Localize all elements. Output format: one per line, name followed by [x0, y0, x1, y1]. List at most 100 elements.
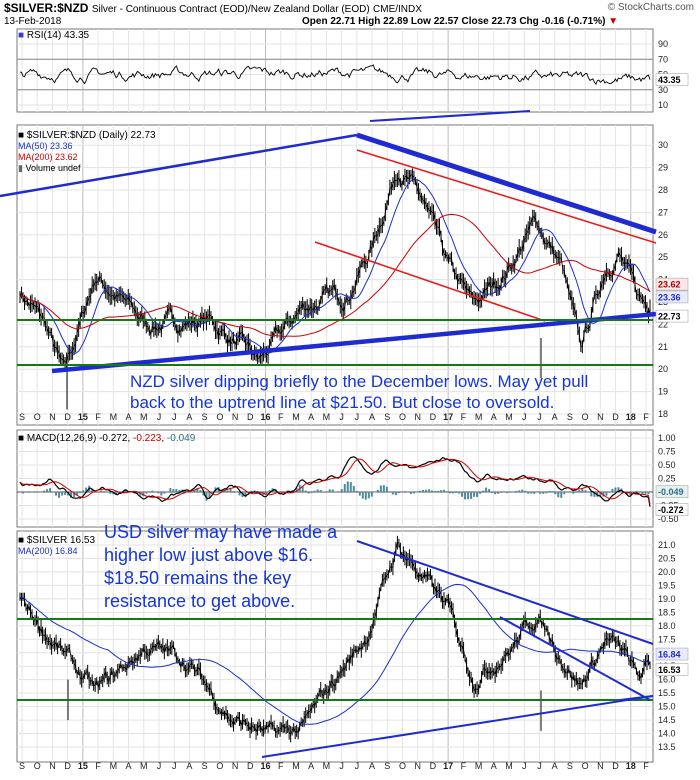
- month-tick-label: S: [19, 412, 25, 422]
- month-tick-label: J: [355, 412, 360, 422]
- usd-axis-tick-label: 20.5: [658, 553, 676, 563]
- symbol: $SILVER:$NZD: [4, 1, 89, 15]
- macd-axis-tick-label: 1.00: [658, 433, 676, 443]
- main-axis-tick-label: 19: [658, 387, 668, 397]
- rsi-label: RSI(14): [26, 30, 62, 41]
- macd-axis-tick-label: 0.75: [658, 447, 676, 457]
- month-tick-label: O: [216, 761, 223, 771]
- month-tick-label: N: [232, 412, 239, 422]
- month-tick-label: M: [110, 761, 118, 771]
- month-tick-label: F: [643, 412, 649, 422]
- usd-axis-tick-label: 20.0: [658, 567, 676, 577]
- usd-close-last-label-box: [655, 663, 689, 676]
- month-tick-label: D: [247, 761, 254, 771]
- month-tick-label: F: [278, 412, 284, 422]
- usd-price-icon: ■: [18, 535, 25, 546]
- month-tick-label: J: [172, 761, 177, 771]
- macd-icon: ■: [18, 433, 25, 444]
- month-tick-label: D: [612, 412, 619, 422]
- month-tick-label: S: [384, 761, 390, 771]
- rsi-legend: ■ RSI(14) 43.35: [18, 30, 89, 41]
- ma50-legend: MA(50) 23.36: [18, 141, 73, 151]
- month-tick-label: N: [49, 761, 56, 771]
- nzd-close-last-label: 22.73: [658, 312, 681, 322]
- watermark: © StockCharts.com: [607, 2, 694, 13]
- month-tick-label: D: [64, 761, 71, 771]
- month-tick-label: 17: [443, 412, 453, 422]
- macd-hist-value: -0.049: [166, 433, 196, 444]
- month-tick-label: S: [202, 761, 208, 771]
- usd-axis-tick-label: 16.0: [658, 675, 676, 685]
- month-tick-label: M: [505, 412, 513, 422]
- rsi-icon: ■: [18, 30, 25, 41]
- month-tick-label: F: [95, 761, 101, 771]
- volume-icon: ▮: [18, 163, 23, 173]
- rsi-axis-tick-label: 10: [658, 100, 668, 110]
- month-tick-label: 18: [626, 761, 636, 771]
- usd-axis-tick-label: 19.0: [658, 594, 676, 604]
- ohlc-readout: Open 22.71 High 22.89 Low 22.57 Close 22…: [302, 16, 618, 27]
- month-tick-label: M: [475, 761, 483, 771]
- exchange: CME/INDX: [373, 4, 422, 15]
- month-tick-label: N: [232, 761, 239, 771]
- month-tick-label: 16: [261, 412, 271, 422]
- month-tick-label: O: [582, 412, 589, 422]
- chg-down-icon: ▼: [608, 16, 619, 27]
- month-tick-label: D: [430, 761, 437, 771]
- macd-hist-last-label: -0.049: [658, 487, 684, 497]
- usd-annotation: USD silver may have made a higher low ju…: [104, 522, 338, 611]
- usd-axis-tick-label: 19.5: [658, 580, 676, 590]
- rsi-line: [19, 64, 651, 85]
- month-tick-label: N: [414, 412, 421, 422]
- month-tick-label: S: [567, 761, 573, 771]
- month-tick-label: F: [95, 412, 101, 422]
- month-tick-label: A: [308, 412, 314, 422]
- month-tick-label: J: [537, 761, 542, 771]
- month-tick-label: N: [49, 412, 56, 422]
- rsi-last-label-box: [655, 73, 689, 86]
- grid-layer: [17, 29, 653, 762]
- nzd-annotation: NZD silver dipping briefly to the Decemb…: [130, 372, 589, 412]
- month-tick-label: A: [552, 412, 558, 422]
- usd-axis-tick-label: 14.0: [658, 729, 676, 739]
- month-tick-label: J: [339, 412, 344, 422]
- main-axis-tick-label: 28: [658, 185, 668, 195]
- month-tick-label: J: [355, 761, 360, 771]
- usd-axis-tick-label: 17.5: [658, 634, 676, 644]
- rsi-last-label: 43.35: [658, 75, 681, 85]
- ma200-legend: MA(200) 23.62: [18, 152, 78, 162]
- main-axis-tick-label: 21: [658, 342, 668, 352]
- main-axis-tick-label: 26: [658, 230, 668, 240]
- month-tick-label: M: [140, 761, 148, 771]
- main-axis-tick-label: 27: [658, 207, 668, 217]
- main-axis-tick-label: 30: [658, 140, 668, 150]
- month-tick-label: S: [384, 412, 390, 422]
- month-tick-label: O: [34, 761, 41, 771]
- month-tick-label: O: [34, 412, 41, 422]
- month-tick-label: F: [278, 761, 284, 771]
- month-tick-label: 18: [626, 412, 636, 422]
- channel-lower-line: [314, 241, 546, 322]
- month-tick-label: O: [582, 761, 589, 771]
- month-tick-label: M: [323, 761, 331, 771]
- macd-axis-tick-label: -0.50: [658, 514, 679, 524]
- usd-axis-tick-label: 18.0: [658, 621, 676, 631]
- month-tick-label: F: [461, 412, 467, 422]
- usd-ma200-line: [19, 583, 651, 725]
- main-axis-tick-label: 18: [658, 409, 668, 419]
- rsi-axis-tick-label: 30: [658, 85, 668, 95]
- month-tick-label: J: [172, 412, 177, 422]
- month-tick-label: N: [597, 412, 604, 422]
- month-tick-label: 17: [443, 761, 453, 771]
- month-tick-label: M: [475, 412, 483, 422]
- usd-price-line: [19, 542, 651, 735]
- month-tick-label: S: [202, 412, 208, 422]
- month-tick-label: A: [186, 412, 192, 422]
- chart-date: 13-Feb-2018: [4, 16, 62, 27]
- usd-axis-tick-label: 13.5: [658, 742, 676, 752]
- month-tick-label: J: [522, 412, 527, 422]
- month-tick-label: M: [110, 412, 118, 422]
- price-icon: ■: [18, 130, 25, 141]
- month-tick-label: A: [186, 761, 192, 771]
